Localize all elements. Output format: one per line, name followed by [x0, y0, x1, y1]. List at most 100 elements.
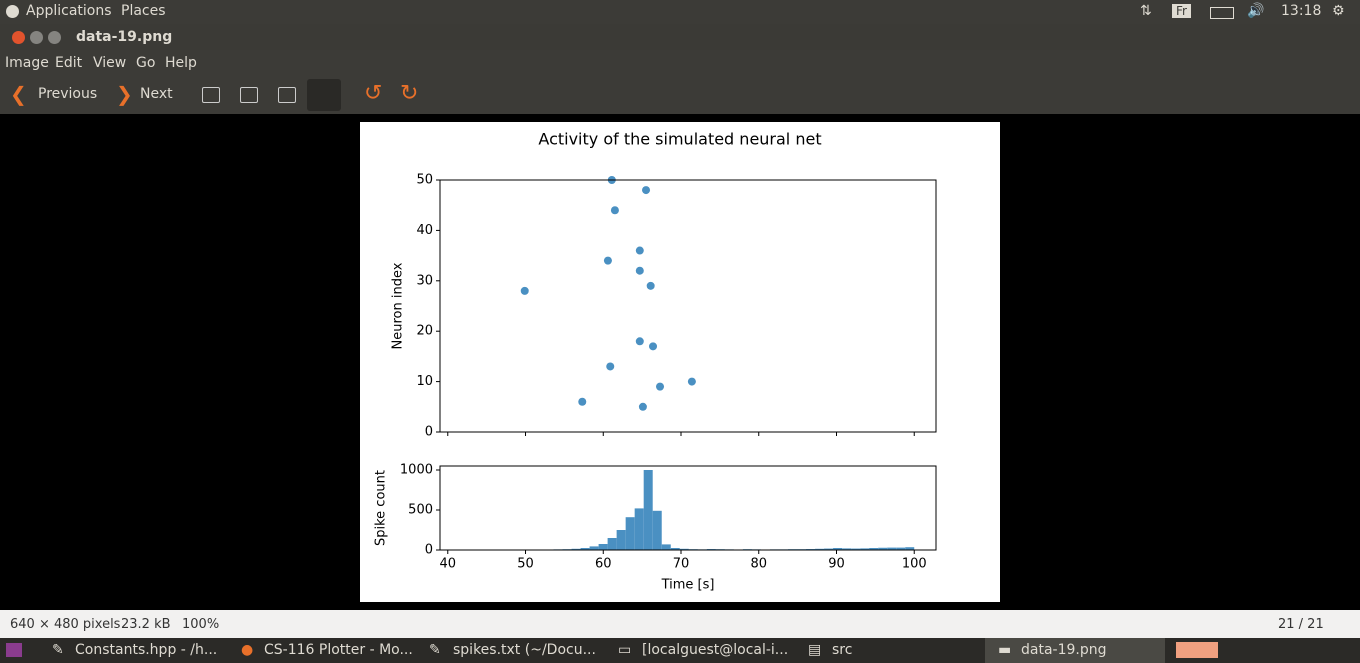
y-tick-label: 1000 — [400, 463, 433, 478]
task-icon: ▤ — [808, 642, 822, 658]
image-dimensions: 640 × 480 pixels — [10, 617, 121, 632]
histogram-bar — [652, 510, 662, 550]
clock[interactable]: 13:18 — [1281, 3, 1322, 19]
scatter-point — [656, 382, 665, 391]
y-tick-label: 20 — [416, 324, 433, 339]
zoom-in-button[interactable] — [202, 87, 220, 103]
task-icon: ✎ — [52, 642, 64, 658]
task-icon: ✎ — [429, 642, 441, 658]
histogram-bar — [616, 530, 626, 550]
y-axis-label: Spike count — [374, 470, 389, 546]
histogram-bar — [571, 548, 581, 550]
volume-icon[interactable]: 🔊 — [1247, 3, 1265, 19]
scatter-point — [635, 266, 644, 275]
histogram-bar — [860, 548, 870, 550]
menu-item[interactable]: Edit — [55, 55, 83, 71]
scatter-point — [635, 246, 644, 255]
next-button[interactable]: Next — [140, 86, 173, 102]
menu-item[interactable]: Help — [165, 55, 197, 71]
histogram-bar — [679, 548, 689, 550]
histogram-bar — [607, 538, 617, 550]
menu-item[interactable]: View — [93, 55, 127, 71]
menu-item[interactable]: Image — [5, 55, 49, 71]
histogram-bar — [905, 547, 915, 550]
network-icon[interactable]: ⇅ — [1140, 3, 1152, 19]
best-fit-button[interactable] — [307, 79, 341, 111]
status-bar: 640 × 480 pixels 23.2 kB 100% 21 / 21 — [0, 610, 1360, 638]
settings-icon[interactable]: ⚙ — [1332, 3, 1345, 19]
scatter-point — [606, 362, 615, 371]
task-item[interactable]: [localguest@local-i... — [642, 642, 789, 658]
histogram-bar — [824, 548, 834, 550]
x-tick-label: 90 — [828, 557, 845, 572]
x-axis-label: Time [s] — [661, 578, 715, 593]
zoom-level: 100% — [182, 617, 220, 632]
normal-size-button[interactable] — [278, 87, 296, 103]
show-desktop[interactable] — [6, 643, 22, 657]
histogram-bar — [643, 470, 653, 550]
menu-places[interactable]: Places — [121, 3, 166, 19]
histogram-bar — [896, 547, 906, 550]
x-tick-label: 40 — [440, 557, 457, 572]
minimize-button[interactable] — [30, 31, 43, 44]
scatter-point — [603, 256, 612, 265]
menu-item[interactable]: Go — [136, 55, 156, 71]
battery-icon[interactable] — [1210, 7, 1234, 19]
maximize-button[interactable] — [48, 31, 61, 44]
file-size: 23.2 kB — [121, 617, 171, 632]
figure-background — [360, 122, 1000, 602]
menu-applications[interactable]: Applications — [26, 3, 112, 19]
task-item[interactable]: src — [832, 642, 853, 658]
task-item[interactable]: spikes.txt (~/Docu... — [453, 642, 596, 658]
x-tick-label: 50 — [517, 557, 534, 572]
close-button[interactable] — [12, 31, 25, 44]
keyboard-layout[interactable]: Fr — [1172, 4, 1191, 18]
rotate-left-button[interactable]: ↺ — [364, 81, 383, 106]
task-item[interactable]: Constants.hpp - /h... — [75, 642, 218, 658]
histogram-bar — [634, 508, 644, 550]
active-task — [985, 638, 1165, 663]
rotate-right-button[interactable]: ↻ — [400, 81, 419, 106]
histogram-bar — [887, 547, 897, 550]
histogram-bar — [842, 548, 852, 550]
top-panel: Applications Places ⇅ Fr 🔊 13:18 ⚙ — [0, 0, 1360, 24]
scatter-point — [610, 206, 619, 215]
scatter-point — [635, 337, 644, 346]
histogram-bar — [589, 546, 599, 550]
axes-frame — [439, 179, 937, 433]
histogram-bar — [833, 548, 843, 550]
histogram-bar — [661, 544, 671, 550]
next-icon[interactable]: ❯ — [116, 82, 133, 106]
histogram-bar — [851, 548, 861, 550]
logo — [6, 5, 19, 18]
y-tick-label: 50 — [416, 173, 433, 188]
previous-icon[interactable]: ❮ — [10, 82, 27, 106]
y-tick-label: 10 — [416, 374, 433, 389]
y-tick-label: 40 — [416, 223, 433, 238]
task-item[interactable]: data-19.png — [1021, 642, 1107, 658]
scatter-point — [578, 397, 587, 406]
y-tick-label: 30 — [416, 273, 433, 288]
histogram-bar — [598, 544, 608, 550]
x-tick-label: 70 — [673, 557, 690, 572]
scatter-point — [649, 342, 658, 351]
histogram-bar — [878, 547, 888, 550]
task-icon: ● — [241, 642, 254, 658]
task-item[interactable]: CS-116 Plotter - Mo... — [264, 642, 413, 658]
histogram-bar — [869, 548, 879, 550]
scatter-point — [687, 377, 696, 386]
scatter-point — [638, 402, 647, 411]
histogram-bar — [625, 517, 635, 550]
axes-frame — [439, 465, 937, 551]
image-position: 21 / 21 — [1278, 617, 1324, 632]
scatter-point — [520, 286, 529, 295]
title-bar: data-19.png — [0, 24, 1360, 50]
x-tick-label: 100 — [902, 557, 927, 572]
y-tick-label: 500 — [408, 503, 433, 518]
previous-button[interactable]: Previous — [38, 86, 98, 102]
workspace-switcher[interactable] — [1176, 642, 1218, 658]
zoom-out-button[interactable] — [240, 87, 258, 103]
toolbar: ❮ Previous ❯ Next ↺ ↻ — [0, 76, 1360, 114]
task-icon: ▬ — [998, 642, 1012, 658]
